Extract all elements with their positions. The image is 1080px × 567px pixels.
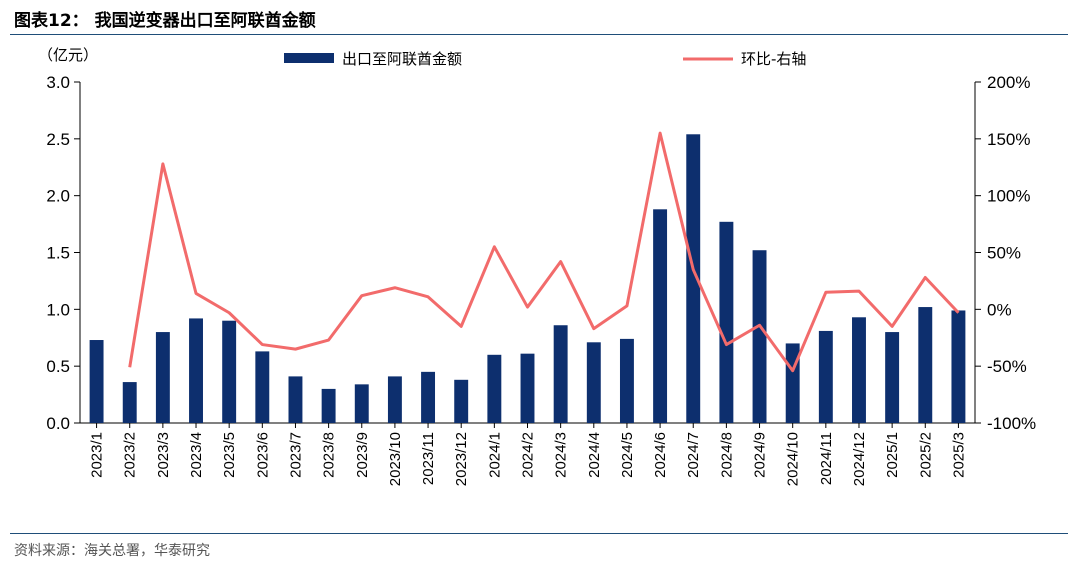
bar xyxy=(818,330,833,423)
bar xyxy=(122,382,137,423)
chart-axes: 0.0 0.5 1.0 1.5 2.0 2.5 3.0 -100% -50% 0% 50% 100% 1… xyxy=(46,73,1036,486)
x-tick-label: 2023/5 xyxy=(221,432,238,478)
left-tick-label: 2.0 xyxy=(46,187,70,206)
x-tick-label: 2024/1 xyxy=(486,432,503,478)
left-tick-label: 0.0 xyxy=(46,414,70,433)
bar xyxy=(255,351,270,423)
x-tick-label: 2023/9 xyxy=(354,432,371,478)
legend-bar-label: 出口至阿联酋金额 xyxy=(342,50,462,68)
x-tick-label: 2024/3 xyxy=(553,432,570,478)
right-tick-label: 150% xyxy=(987,130,1030,149)
x-tick-label: 2024/12 xyxy=(851,432,868,486)
x-tick-label: 2023/7 xyxy=(287,432,304,478)
bar xyxy=(719,221,734,423)
x-tick-label: 2023/11 xyxy=(420,432,437,485)
legend-line-label: 环比-右轴 xyxy=(741,50,806,68)
bar-series xyxy=(89,134,966,423)
bar xyxy=(951,310,966,423)
x-tick-label: 2024/11 xyxy=(818,432,835,485)
x-tick-label: 2023/1 xyxy=(89,432,106,478)
left-tick-label: 1.5 xyxy=(46,244,70,263)
chart-legend: 出口至阿联酋金额 环比-右轴 xyxy=(284,50,806,68)
bar xyxy=(421,371,436,423)
source-divider xyxy=(10,533,1068,534)
bar xyxy=(520,353,535,423)
left-tick-label: 3.0 xyxy=(46,73,70,92)
bar xyxy=(553,325,568,423)
bar xyxy=(89,340,104,423)
bar xyxy=(852,317,866,423)
bar xyxy=(918,307,933,423)
title-divider xyxy=(10,34,1068,35)
bar xyxy=(885,332,900,423)
right-tick-label: 100% xyxy=(987,187,1030,206)
right-tick-label: 200% xyxy=(987,73,1030,92)
x-tick-label: 2023/6 xyxy=(254,432,271,478)
right-tick-label: 0% xyxy=(987,300,1012,319)
bar xyxy=(155,332,170,423)
x-tick-label: 2024/8 xyxy=(718,432,735,478)
x-tick-label: 2023/8 xyxy=(321,432,338,478)
bar xyxy=(619,338,634,423)
legend-bar-swatch xyxy=(284,53,334,63)
x-tick-label: 2024/2 xyxy=(520,432,537,478)
bar xyxy=(653,209,668,423)
line-series xyxy=(128,131,960,373)
x-tick-label: 2023/10 xyxy=(387,432,404,486)
x-tick-label: 2024/6 xyxy=(652,432,669,478)
x-tick-label: 2024/5 xyxy=(619,432,636,478)
x-tick-label: 2025/2 xyxy=(917,432,934,478)
left-tick-label: 2.5 xyxy=(46,130,70,149)
left-axis-unit-label: （亿元） xyxy=(38,46,98,64)
bar xyxy=(752,250,767,423)
x-tick-label: 2024/9 xyxy=(752,432,769,478)
bar xyxy=(321,388,336,423)
x-tick-label: 2024/10 xyxy=(785,432,802,486)
x-tick-label: 2024/7 xyxy=(685,432,702,478)
bar xyxy=(487,354,502,423)
bar xyxy=(354,384,369,423)
x-tick-label: 2023/3 xyxy=(155,432,172,478)
bar xyxy=(288,376,303,423)
x-tick-label: 2025/1 xyxy=(884,432,901,478)
figure-title: 图表12： 我国逆变器出口至阿联酋金额 xyxy=(14,11,316,31)
source-note: 资料来源：海关总署，华泰研究 xyxy=(14,543,210,559)
x-tick-label: 2023/2 xyxy=(122,432,139,478)
right-tick-label: 50% xyxy=(987,244,1021,263)
bar xyxy=(686,134,701,423)
mom-line-path xyxy=(128,131,960,373)
x-tick-label: 2023/4 xyxy=(188,432,205,478)
bar xyxy=(189,318,203,423)
x-tick-label: 2024/4 xyxy=(586,432,603,478)
left-tick-label: 1.0 xyxy=(46,300,70,319)
x-tick-label: 2025/3 xyxy=(950,432,967,478)
bar xyxy=(586,342,601,423)
left-tick-label: 0.5 xyxy=(46,357,70,376)
bar xyxy=(387,376,402,423)
bar xyxy=(454,379,469,423)
right-tick-label: -50% xyxy=(987,357,1027,376)
bar xyxy=(222,320,237,423)
x-tick-label: 2023/12 xyxy=(453,432,470,486)
right-tick-label: -100% xyxy=(987,414,1036,433)
